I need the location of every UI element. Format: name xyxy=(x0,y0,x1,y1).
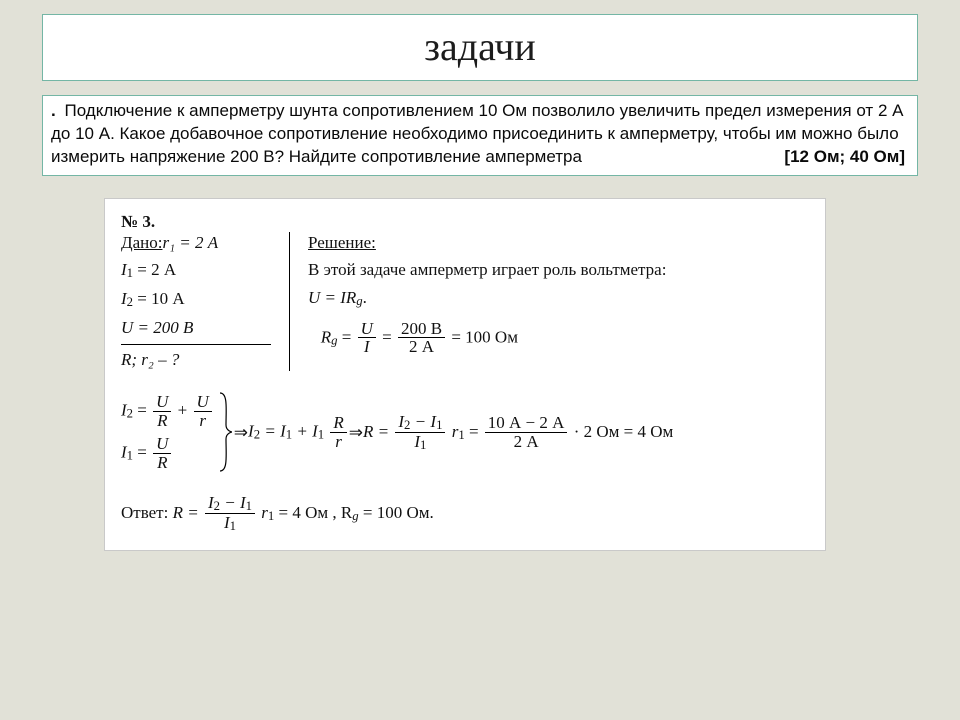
chain-step1: I2 = I1 + I1 Rr xyxy=(248,414,349,451)
slide-title: задачи xyxy=(424,24,536,69)
slide: задачи . Подключение к амперметру шунта … xyxy=(0,0,960,720)
solution-line2: U = IRg. xyxy=(308,287,809,310)
solution-line1: В этой задаче амперметр играет роль воль… xyxy=(308,259,809,280)
chain-step2: R = I2 − I1 I1 r1 = 10 А − 2 А 2 А · 2 О… xyxy=(363,413,673,453)
frac-200-over-2: 200 В 2 А xyxy=(396,320,447,357)
solution-derivation: I2 = UR + Ur I1 = UR ⇒ I2 xyxy=(121,387,809,478)
right-brace-icon xyxy=(218,391,232,473)
problem-statement-box: . Подключение к амперметру шунта сопроти… xyxy=(42,95,918,176)
given-label: Дано: xyxy=(121,233,162,252)
problem-bullet: . xyxy=(51,101,56,120)
given-block: Дано:r₁ = 2 А I1 = 2 А I2 = 10 А U = 200… xyxy=(121,232,290,371)
given-I2: I2 = 10 А xyxy=(121,288,271,311)
solution-body: Решение: В этой задаче амперметр играет … xyxy=(290,232,809,371)
problem-answer: [12 Ом; 40 Ом] xyxy=(784,146,905,169)
solution-number: № 3. xyxy=(121,211,809,232)
brace-system: I2 = UR + Ur I1 = UR xyxy=(121,387,234,478)
title-box: задачи xyxy=(42,14,918,81)
reshenie-label: Решение: xyxy=(308,232,809,253)
solution-rg: Rg = U I = 200 В 2 А = 100 Ом xyxy=(308,320,809,357)
given-r1: r₁ = 2 А xyxy=(162,233,218,252)
solution-top-row: Дано:r₁ = 2 А I1 = 2 А I2 = 10 А U = 200… xyxy=(121,232,809,371)
given-find: R; r₂ – ? xyxy=(121,344,271,370)
solution-box: № 3. Дано:r₁ = 2 А I1 = 2 А I2 = 10 А U … xyxy=(104,198,826,551)
given-U: U = 200 В xyxy=(121,317,271,338)
given-I1: I1 = 2 А xyxy=(121,259,271,282)
sys-eq1: I2 = UR + Ur xyxy=(121,393,214,430)
problem-text: Подключение к амперметру шунта сопротивл… xyxy=(51,101,903,166)
frac-U-over-I: U I xyxy=(356,320,378,357)
answer-line: Ответ: R = I2 − I1 I1 r1 = 4 Ом , Rg = 1… xyxy=(121,494,809,534)
sys-eq2: I1 = UR xyxy=(121,435,214,472)
